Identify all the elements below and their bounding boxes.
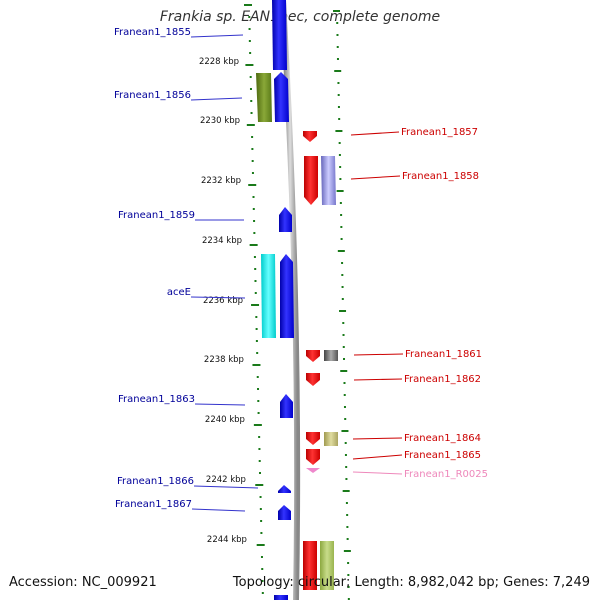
gene-franean1-1862-feature[interactable] [306,373,320,386]
gene-franean1-1864-feature[interactable] [306,432,320,445]
right-scale-track [333,10,351,600]
gene-franean1-1859-feature[interactable] [279,207,292,232]
gene-acee-cyan-feature[interactable] [261,254,276,338]
gene-label[interactable]: Franean1_1859 [118,210,195,221]
accession-label: Accession: NC_009921 [9,575,157,590]
gene-label[interactable]: Franean1_1861 [405,349,482,360]
gene-franean1-1858-feature[interactable] [304,156,318,205]
leader-line [190,97,243,101]
gene-franean1-1858b-feature[interactable] [321,156,336,205]
gene-label[interactable]: Franean1_1855 [114,27,191,38]
gene-franean1-1866-feature[interactable] [278,485,291,493]
gene-bottom-forward-feature[interactable] [274,595,288,600]
gene-franean1-1861-feature[interactable] [306,350,320,362]
genome-backbone [280,0,301,600]
leader-line [350,175,401,180]
kbp-scale: 2228 kbp 2230 kbp 2232 kbp 2234 kbp 2236 kbp… [199,57,247,545]
leader-line [191,508,246,512]
gene-franean1-r0025-feature[interactable] [306,468,320,473]
leader-line [350,131,400,136]
gene-label[interactable]: Franean1_1865 [404,450,481,461]
gene-label[interactable]: Franean1_1864 [404,433,481,444]
map-title: Frankia sp. EAN1pec, complete genome [159,9,441,25]
leader-line [194,403,246,406]
gene-franean1-1864b-feature[interactable] [324,432,338,446]
kbp-tick-label: 2238 kbp [204,355,244,365]
kbp-tick-label: 2242 kbp [206,475,246,485]
gene-franean1-1867-feature[interactable] [278,505,291,520]
gene-label[interactable]: Franean1_1856 [114,90,191,101]
kbp-tick-label: 2236 kbp [203,296,243,306]
gene-bottom-olive-feature[interactable] [320,541,334,590]
gene-acee-feature[interactable] [280,254,294,338]
kbp-tick-label: 2244 kbp [207,535,247,545]
gene-labels: Franean1_1855 Franean1_1856 Franean1_1859a… [114,27,488,512]
kbp-tick-label: 2232 kbp [201,176,241,186]
kbp-tick-label: 2228 kbp [199,57,239,67]
kbp-tick-label: 2234 kbp [202,236,242,246]
gene-label[interactable]: Franean1_1866 [117,476,194,487]
leader-line [353,378,403,381]
topology-label: Topology: circular; Length: 8,982,042 bp… [232,575,590,590]
leader-line [190,34,244,38]
leader-line [352,454,403,460]
leader-line [352,437,403,440]
gene-label[interactable]: Franean1_1863 [118,394,195,405]
gene-franean1-1863-feature[interactable] [280,394,293,418]
leader-line [353,353,404,356]
gene-label[interactable]: Franean1_1862 [404,374,481,385]
kbp-tick-label: 2230 kbp [200,116,240,126]
leader-line [193,485,259,489]
gene-franean1-1856b-feature[interactable] [274,72,289,122]
gene-franean1-1855-feature[interactable] [272,0,287,70]
left-scale-track [244,4,265,594]
leader-line [190,296,246,299]
gene-bottom-reverse-feature[interactable] [303,541,317,590]
gene-label[interactable]: Franean1_1867 [115,499,192,510]
kbp-tick-label: 2240 kbp [205,415,245,425]
gene-franean1-1865-feature[interactable] [306,449,320,465]
gene-label[interactable]: Franean1_R0025 [404,469,488,480]
gene-label[interactable]: Franean1_1858 [402,171,479,182]
gene-label[interactable]: Franean1_1857 [401,127,478,138]
gene-franean1-1861b-feature[interactable] [324,350,338,361]
gene-franean1-1857-feature[interactable] [303,131,317,142]
leader-line [352,471,403,475]
gene-label[interactable]: aceE [167,287,191,298]
gene-franean1-1856-feature[interactable] [256,73,272,122]
